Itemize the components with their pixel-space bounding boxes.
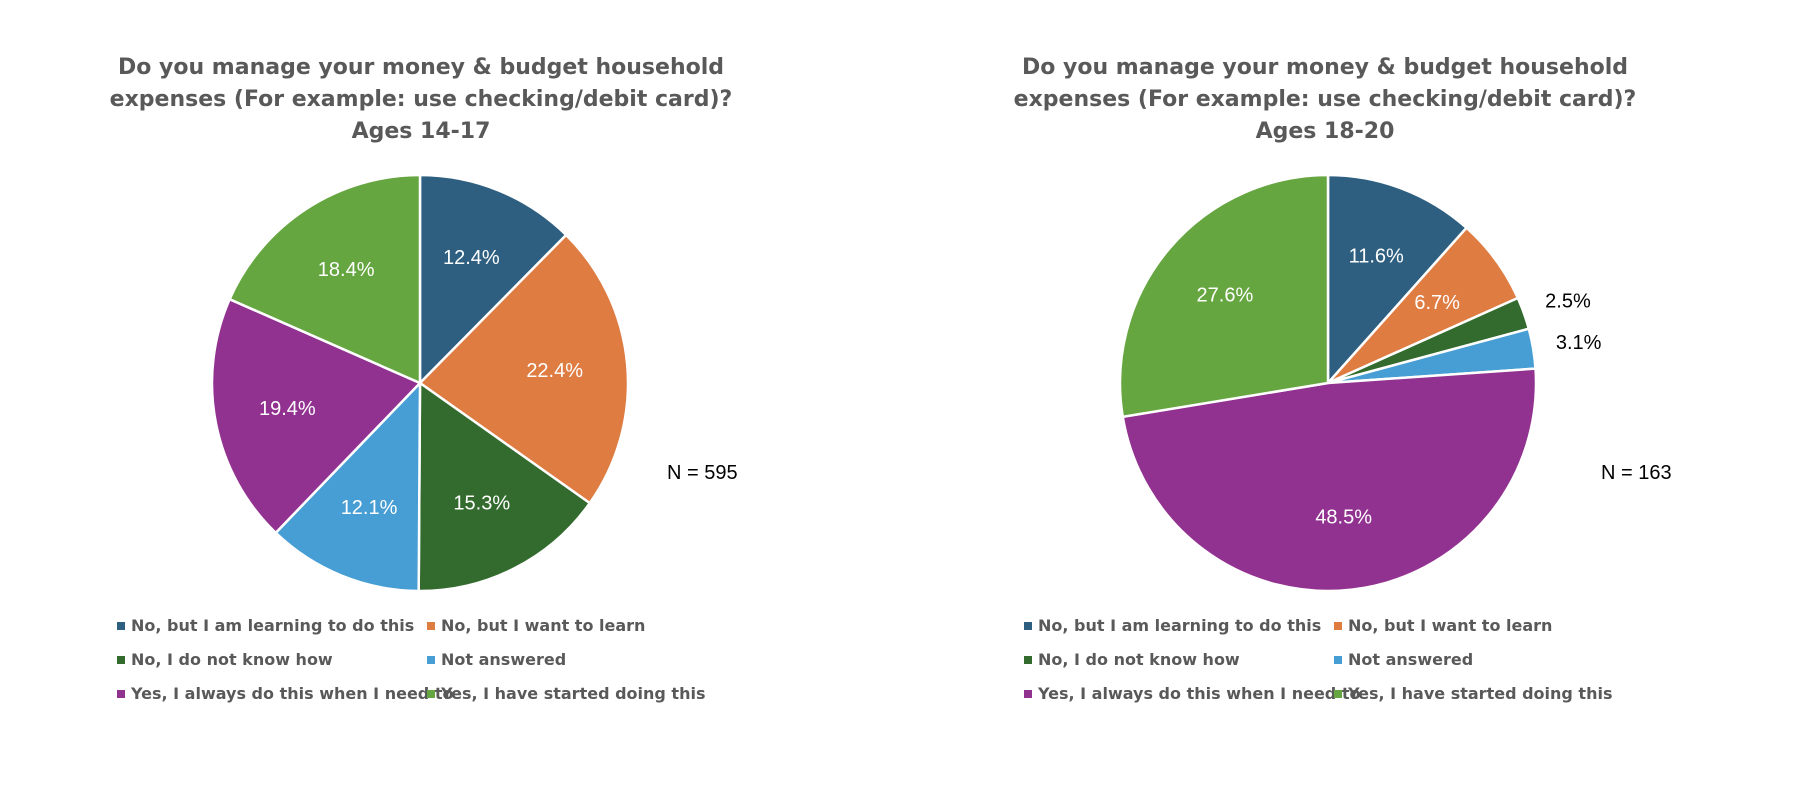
- chart-title: Do you manage your money & budget househ…: [61, 52, 781, 148]
- data-label-no-i-do-not-know-how: 2.5%: [1545, 291, 1591, 313]
- legend-item-no-i-do-not-know-how: No, I do not know how: [1024, 650, 1240, 669]
- legend-swatch: [1024, 655, 1032, 664]
- pie-slice-yes-i-always-do-this-when-i-need-to: [1121, 367, 1538, 593]
- legend-item-not-answered: Not answered: [427, 650, 566, 669]
- pie-slice-no-but-i-am-learning-to-do-this: [418, 173, 568, 385]
- chart-title-line-2: expenses (For example: use checking/debi…: [109, 87, 733, 112]
- pie-chart: 11.6% 6.7% 2.5% 3.1% 48.5% 27.6%: [1118, 173, 1602, 593]
- legend-swatch: [1334, 621, 1342, 630]
- legend-item-yes-i-have-started-doing-this: Yes, I have started doing this: [427, 684, 705, 703]
- data-label-yes-i-always-do-this-when-i-need-to: 48.5%: [1315, 506, 1372, 528]
- sample-size-label: N = 595: [667, 462, 738, 484]
- legend-label: No, I do not know how: [1038, 650, 1240, 669]
- chart-title-line-1: Do you manage your money & budget househ…: [117, 55, 725, 80]
- data-label-yes-i-always-do-this-when-i-need-to: 19.4%: [259, 398, 316, 420]
- legend-item-not-answered: Not answered: [1334, 650, 1473, 669]
- legend-label: Not answered: [1348, 650, 1474, 669]
- legend-item-yes-i-always-do-this-when-i-need-to: Yes, I always do this when I need to: [1024, 684, 1360, 703]
- chart-title-line-1: Do you manage your money & budget househ…: [1021, 55, 1629, 80]
- legend-label: No, but I want to learn: [441, 616, 646, 635]
- pie-chart: 12.4% 22.4% 15.3% 12.1% 19.4% 18.4%: [210, 173, 630, 593]
- chart-ages-18-20: Do you manage your money & budget househ…: [901, 0, 1802, 810]
- legend-item-no-but-i-am-learning-to-do-this: No, but I am learning to do this: [1024, 616, 1321, 635]
- sample-size-label: N = 163: [1601, 462, 1672, 484]
- legend-swatch: [1334, 655, 1342, 664]
- legend-swatch: [117, 621, 125, 630]
- pie-slice-no-but-i-am-learning-to-do-this: [1326, 173, 1468, 385]
- legend-item-yes-i-always-do-this-when-i-need-to: Yes, I always do this when I need to: [117, 684, 453, 703]
- legend-label: No, but I am learning to do this: [1038, 616, 1322, 635]
- legend-label: No, but I want to learn: [1348, 616, 1553, 635]
- legend-label: Yes, I always do this when I need to: [1038, 684, 1361, 703]
- legend-item-no-but-i-am-learning-to-do-this: No, but I am learning to do this: [117, 616, 414, 635]
- pie-slice-yes-i-have-started-doing-this: [1118, 173, 1330, 419]
- legend-swatch: [427, 689, 435, 698]
- legend-item-no-i-do-not-know-how: No, I do not know how: [117, 650, 333, 669]
- chart-title: Do you manage your money & budget househ…: [965, 52, 1685, 148]
- data-label-yes-i-have-started-doing-this: 27.6%: [1197, 285, 1254, 307]
- pie-slice-no-i-do-not-know-how: [417, 381, 592, 593]
- data-label-no-but-i-want-to-learn: 22.4%: [526, 360, 583, 382]
- legend-label: Yes, I always do this when I need to: [131, 684, 454, 703]
- legend-label: No, but I am learning to do this: [131, 616, 415, 635]
- legend-item-no-but-i-want-to-learn: No, but I want to learn: [1334, 616, 1552, 635]
- chart-title-line-3: Ages 18-20: [1255, 119, 1395, 144]
- legend-swatch: [1024, 621, 1032, 630]
- legend-label: No, I do not know how: [131, 650, 333, 669]
- legend-label: Yes, I have started doing this: [1348, 684, 1613, 703]
- legend-swatch: [117, 655, 125, 664]
- data-label-not-answered: 12.1%: [341, 497, 398, 519]
- legend-swatch: [117, 689, 125, 698]
- chart-title-line-2: expenses (For example: use checking/debi…: [1013, 87, 1637, 112]
- legend-item-yes-i-have-started-doing-this: Yes, I have started doing this: [1334, 684, 1612, 703]
- legend-swatch: [427, 621, 435, 630]
- legend-label: Yes, I have started doing this: [441, 684, 706, 703]
- legend-swatch: [1024, 689, 1032, 698]
- legend-swatch: [427, 655, 435, 664]
- data-label-no-but-i-am-learning-to-do-this: 12.4%: [443, 247, 500, 269]
- data-label-not-answered: 3.1%: [1556, 332, 1602, 354]
- data-label-yes-i-have-started-doing-this: 18.4%: [318, 259, 375, 281]
- data-label-no-but-i-am-learning-to-do-this: 11.6%: [1349, 246, 1404, 268]
- pie-slice-yes-i-have-started-doing-this: [228, 173, 422, 385]
- chart-ages-14-17: Do you manage your money & budget househ…: [61, 52, 781, 703]
- chart-title-line-3: Ages 14-17: [351, 119, 491, 144]
- legend-swatch: [1334, 689, 1342, 698]
- pie-slice-no-but-i-want-to-learn: [418, 233, 630, 505]
- data-label-no-but-i-want-to-learn: 6.7%: [1414, 292, 1460, 314]
- legend-item-no-but-i-want-to-learn: No, but I want to learn: [427, 616, 645, 635]
- pie-slice-yes-i-always-do-this-when-i-need-to: [210, 297, 422, 535]
- pie-slice-not-answered: [274, 381, 422, 593]
- legend-label: Not answered: [441, 650, 567, 669]
- data-label-no-i-do-not-know-how: 15.3%: [453, 492, 510, 514]
